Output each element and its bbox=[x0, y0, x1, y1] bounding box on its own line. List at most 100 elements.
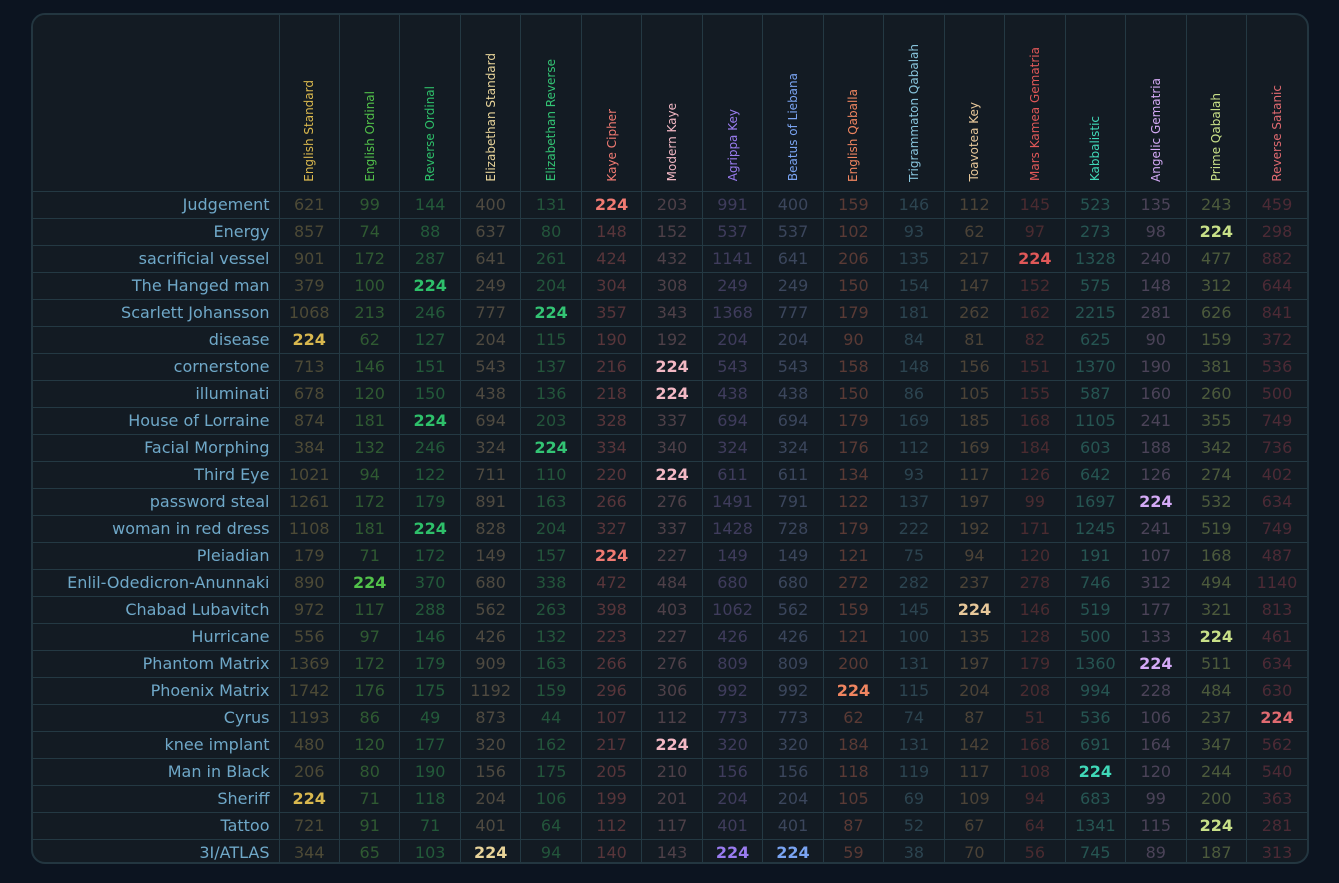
table-cell: 181 bbox=[338, 514, 401, 543]
table-cell: 641 bbox=[762, 244, 824, 273]
table-cell: 224 bbox=[1185, 217, 1248, 246]
table-cell: 204 bbox=[762, 784, 824, 813]
table-cell: 282 bbox=[883, 568, 945, 597]
table-cell: 260 bbox=[1185, 379, 1248, 408]
table-cell: 179 bbox=[1004, 649, 1066, 678]
table-cell: 99 bbox=[1004, 487, 1066, 516]
table-cell: 163 bbox=[520, 649, 582, 678]
table-cell: 227 bbox=[641, 622, 703, 651]
table-cell: 357 bbox=[580, 298, 643, 327]
table-cell: 222 bbox=[883, 514, 945, 543]
table-cell: 224 bbox=[278, 325, 340, 354]
table-row: Tattoo 721 91 71 401 64 112 117 401 401 87 52 67 64 13… bbox=[33, 811, 1307, 840]
table-row: knee implant 480 120 177 320 162 217 224 320 320 1… bbox=[33, 730, 1307, 759]
table-cell: 749 bbox=[1246, 514, 1307, 543]
table-cell: 171 bbox=[1004, 514, 1066, 543]
table-cell: 112 bbox=[883, 433, 945, 462]
table-cell: 543 bbox=[701, 352, 764, 381]
table-cell: 355 bbox=[1185, 406, 1248, 435]
table-cell: 168 bbox=[1004, 730, 1066, 759]
table-cell: 56 bbox=[1004, 838, 1066, 862]
table-cell: 1697 bbox=[1064, 487, 1127, 516]
row-label: House of Lorraine bbox=[33, 406, 280, 435]
table-cell: 204 bbox=[520, 271, 582, 300]
table-cell: 150 bbox=[822, 379, 885, 408]
column-header-label: Prime Qabalah bbox=[1209, 93, 1224, 182]
table-cell: 162 bbox=[1004, 298, 1066, 327]
table-cell: 204 bbox=[943, 676, 1006, 705]
table-cell: 94 bbox=[520, 838, 582, 862]
table-cell: 184 bbox=[822, 730, 885, 759]
table-cell: 901 bbox=[278, 244, 340, 273]
table-cell: 224 bbox=[1064, 757, 1127, 786]
table-cell: 1328 bbox=[1064, 244, 1127, 273]
table-cell: 1491 bbox=[701, 487, 764, 516]
table-cell: 164 bbox=[1125, 730, 1187, 759]
table-cell: 176 bbox=[338, 676, 401, 705]
table-cell: 344 bbox=[278, 838, 340, 862]
table-cell: 177 bbox=[399, 730, 461, 759]
table-cell: 136 bbox=[520, 379, 582, 408]
table-cell: 159 bbox=[822, 190, 885, 219]
table-cell: 519 bbox=[1185, 514, 1248, 543]
table-cell: 1245 bbox=[1064, 514, 1127, 543]
table-cell: 224 bbox=[459, 838, 522, 862]
table-cell: 84 bbox=[883, 325, 945, 354]
table-cell: 713 bbox=[278, 352, 340, 381]
table-cell: 118 bbox=[399, 784, 461, 813]
row-label: password steal bbox=[33, 487, 280, 516]
table-cell: 224 bbox=[762, 838, 824, 862]
table-row: House of Lorraine 874 181 224 694 203 328 337 69… bbox=[33, 406, 1307, 435]
table-cell: 224 bbox=[399, 406, 461, 435]
table-cell: 813 bbox=[1246, 595, 1307, 624]
table-body: Judgement 621 99 144 400 131 224 203 991 400 159 14… bbox=[33, 190, 1307, 862]
table-cell: 93 bbox=[883, 217, 945, 246]
table-cell: 343 bbox=[641, 298, 703, 327]
table-cell: 126 bbox=[1125, 460, 1187, 489]
table-cell: 94 bbox=[1004, 784, 1066, 813]
column-header-label: Agrippa Key bbox=[725, 109, 740, 182]
table-cell: 216 bbox=[580, 352, 643, 381]
table-cell: 177 bbox=[1125, 595, 1187, 624]
row-label: knee implant bbox=[33, 730, 280, 759]
table-cell: 224 bbox=[641, 379, 703, 408]
table-cell: 543 bbox=[762, 352, 824, 381]
table-cell: 70 bbox=[943, 838, 1006, 862]
table-cell: 168 bbox=[1004, 406, 1066, 435]
table-cell: 99 bbox=[338, 190, 401, 219]
table-cell: 151 bbox=[1004, 352, 1066, 381]
table-cell: 203 bbox=[520, 406, 582, 435]
column-header: English Standard bbox=[278, 15, 340, 192]
table-cell: 117 bbox=[943, 460, 1006, 489]
table-cell: 217 bbox=[580, 730, 643, 759]
table-cell: 145 bbox=[883, 595, 945, 624]
table-cell: 337 bbox=[641, 514, 703, 543]
table-cell: 537 bbox=[762, 217, 824, 246]
column-header-label: Trigrammaton Qabalah bbox=[906, 43, 921, 182]
column-header-label: Kaye Cipher bbox=[604, 108, 619, 182]
column-header: English Ordinal bbox=[338, 15, 401, 192]
table-cell: 187 bbox=[1185, 838, 1248, 862]
table-cell: 200 bbox=[1185, 784, 1248, 813]
table-cell: 312 bbox=[1185, 271, 1248, 300]
table-cell: 543 bbox=[459, 352, 522, 381]
table-cell: 148 bbox=[580, 217, 643, 246]
table-cell: 132 bbox=[520, 622, 582, 651]
table-cell: 204 bbox=[459, 325, 522, 354]
table-cell: 204 bbox=[701, 325, 764, 354]
table-cell: 224 bbox=[1185, 811, 1248, 840]
table-cell: 224 bbox=[1004, 244, 1066, 273]
table-cell: 112 bbox=[943, 190, 1006, 219]
table-cell: 210 bbox=[641, 757, 703, 786]
table-cell: 1369 bbox=[278, 649, 340, 678]
table-cell: 69 bbox=[883, 784, 945, 813]
table-row: Third Eye 1021 94 122 711 110 220 224 611 611 134 9… bbox=[33, 460, 1307, 489]
table-cell: 97 bbox=[338, 622, 401, 651]
table-cell: 172 bbox=[399, 541, 461, 570]
table-cell: 89 bbox=[1125, 838, 1187, 862]
table-cell: 381 bbox=[1185, 352, 1248, 381]
row-label: Phantom Matrix bbox=[33, 649, 280, 678]
table-cell: 224 bbox=[641, 352, 703, 381]
column-header-label: Angelic Gematria bbox=[1148, 77, 1163, 182]
table-cell: 432 bbox=[641, 244, 703, 273]
